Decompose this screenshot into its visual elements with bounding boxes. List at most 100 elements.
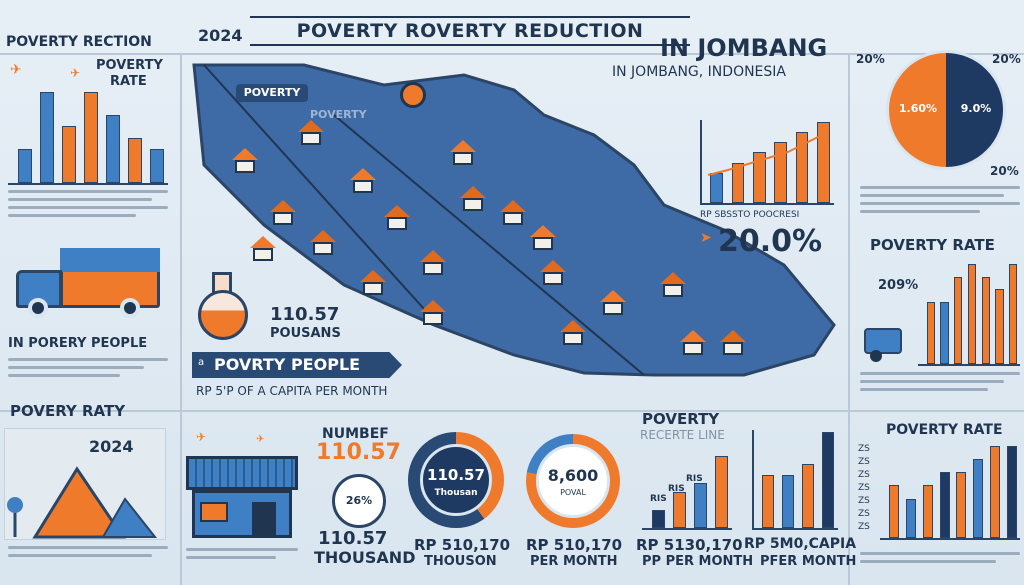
house-icon bbox=[600, 290, 626, 315]
rate-value: 209% bbox=[878, 278, 919, 293]
last-caption-2: PFER MONTH bbox=[760, 554, 857, 569]
banner bbox=[192, 352, 402, 378]
header-year: 2024 bbox=[198, 26, 243, 45]
flask-icon bbox=[196, 272, 250, 342]
pie-label-tl: 20% bbox=[856, 52, 885, 66]
rate-label-1: POVERTY bbox=[96, 58, 163, 73]
donut1-unit: Thousan bbox=[434, 488, 478, 498]
house-icon bbox=[298, 120, 324, 145]
left-bottom-year: 2024 bbox=[89, 437, 134, 456]
donut2-caption-2: PER MONTH bbox=[530, 554, 618, 569]
chart-bar bbox=[989, 446, 1000, 538]
chart-bar bbox=[752, 152, 766, 203]
map-label-2: POVERTY bbox=[310, 108, 367, 121]
house-body bbox=[463, 198, 483, 211]
chart-bar bbox=[822, 432, 834, 528]
house-body bbox=[313, 242, 333, 255]
bar-tag: RIS bbox=[686, 474, 703, 484]
axis-tick-label: ZS bbox=[858, 457, 870, 467]
chart-bar bbox=[62, 126, 76, 183]
house-body bbox=[533, 237, 553, 250]
title-frame bbox=[250, 16, 690, 46]
house-body bbox=[603, 302, 623, 315]
chart-bar bbox=[967, 264, 977, 364]
chart-bar bbox=[922, 485, 933, 538]
donut2-unit: POVAL bbox=[560, 488, 586, 497]
chart-bar bbox=[40, 92, 54, 183]
left-bottom-heading: POVERY RATY bbox=[10, 402, 126, 420]
thousand-value: 110.57 bbox=[318, 528, 388, 549]
truck-icon-small bbox=[864, 324, 920, 364]
bird-icon: ✈ bbox=[70, 66, 81, 80]
last-caption-1: RP 5M0,CAPIA bbox=[744, 536, 857, 552]
bottom-rate-heading: POVERTY RATE bbox=[886, 422, 1003, 438]
chart-bar bbox=[889, 485, 900, 538]
chart-bar bbox=[939, 472, 950, 538]
axis-tick-label: ZS bbox=[858, 444, 870, 454]
divider bbox=[0, 410, 1024, 412]
truck-icon bbox=[10, 248, 160, 338]
chart-bar bbox=[106, 114, 120, 183]
bird-icon: ✈ bbox=[10, 62, 22, 78]
house-icon bbox=[250, 236, 276, 261]
house-value: 26% bbox=[345, 494, 373, 507]
donut-chart-2 bbox=[526, 434, 620, 528]
arrow-icon: ➤ bbox=[700, 230, 712, 246]
divider bbox=[848, 53, 850, 585]
line-heading-2: RECERTE LINE bbox=[640, 428, 725, 442]
house-body bbox=[387, 217, 407, 230]
rate-bar-chart bbox=[918, 262, 1020, 366]
left-bar-chart bbox=[8, 90, 168, 185]
donut2-value: 8,600 bbox=[547, 466, 599, 485]
house-body bbox=[663, 284, 683, 297]
location-title: IN JOMBANG bbox=[660, 34, 828, 62]
house-icon bbox=[384, 205, 410, 230]
chart-bar bbox=[673, 492, 686, 528]
chart-bar bbox=[995, 289, 1004, 364]
house-icon bbox=[450, 140, 476, 165]
chart-bar bbox=[1009, 264, 1018, 364]
house-body bbox=[423, 312, 443, 325]
chart-bar bbox=[802, 464, 814, 528]
house-body bbox=[235, 160, 255, 173]
x-axis bbox=[918, 364, 1020, 366]
house-body bbox=[273, 212, 293, 225]
chart-bar bbox=[128, 137, 142, 183]
house-icon bbox=[350, 168, 376, 193]
sun-icon bbox=[400, 82, 426, 108]
rate-heading: POVERTY RATE bbox=[870, 236, 995, 254]
left-heading: POVERTY RECTION bbox=[6, 34, 152, 50]
house-icon bbox=[232, 148, 258, 173]
text-lines bbox=[860, 552, 1020, 568]
text-lines bbox=[8, 190, 168, 222]
pie-label-br: 20% bbox=[990, 164, 1019, 178]
chart-bar bbox=[1006, 446, 1017, 538]
house-icon bbox=[660, 272, 686, 297]
house-icon bbox=[420, 250, 446, 275]
trend-line bbox=[707, 131, 829, 176]
house-body bbox=[453, 152, 473, 165]
line-heading-1: POVERTY bbox=[642, 410, 720, 428]
bird-icon: ✈ bbox=[196, 430, 207, 444]
axis-tick-label: ZS bbox=[858, 470, 870, 480]
chart-bar bbox=[694, 483, 707, 528]
house-icon bbox=[360, 270, 386, 295]
line-caption-1: RP 5130,170 bbox=[636, 536, 743, 554]
line-bar-chart bbox=[642, 454, 732, 530]
pie-label-tr: 20% bbox=[992, 52, 1021, 66]
text-lines bbox=[8, 546, 168, 562]
axis-tick-label: ZS bbox=[858, 522, 870, 532]
chart-bar bbox=[954, 276, 963, 364]
axis-tick-label: ZS bbox=[858, 496, 870, 506]
location-subtitle: IN JOMBANG, INDONESIA bbox=[612, 64, 786, 80]
chart-bar bbox=[782, 474, 794, 528]
x-axis bbox=[752, 528, 838, 530]
map-label: POVERTY bbox=[236, 84, 308, 102]
chart-bar bbox=[956, 472, 967, 538]
number-value: 110.57 bbox=[316, 440, 401, 465]
chart-bar bbox=[926, 301, 935, 364]
axis-tick-label: ZS bbox=[858, 483, 870, 493]
chart-bar bbox=[731, 162, 745, 203]
y-axis-ticks: ZS ZS ZS ZS ZS ZS ZS bbox=[858, 444, 878, 540]
text-lines bbox=[186, 548, 298, 564]
